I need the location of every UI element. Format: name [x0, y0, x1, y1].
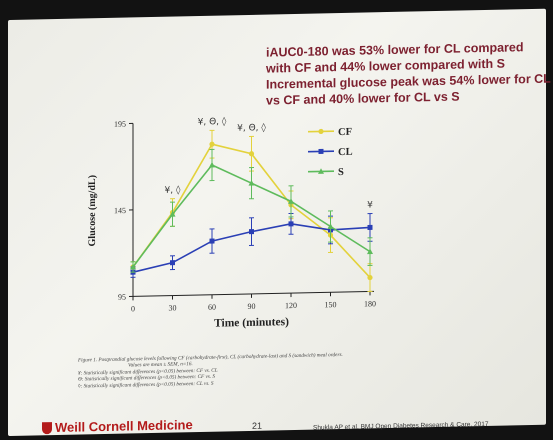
data-point [367, 224, 373, 230]
brand-name: Weill Cornell Medicine [55, 417, 193, 436]
data-point [248, 151, 255, 157]
x-tick-label: 60 [208, 303, 216, 312]
significance-annotation: ¥ [367, 201, 373, 211]
figure-caption: Figure 1. Postprandial glucose levels fo… [78, 351, 398, 390]
legend-label: CL [338, 147, 353, 158]
y-tick-label: 95 [118, 293, 126, 302]
legend-label: S [338, 167, 344, 178]
data-point [249, 229, 254, 235]
data-point [169, 211, 176, 217]
significance-annotation: ¥, Θ, ◊ [198, 116, 227, 128]
data-point [209, 238, 215, 244]
legend-marker [318, 128, 324, 135]
data-point [209, 141, 215, 147]
data-point [367, 248, 373, 255]
x-axis-title: Time (minutes) [214, 316, 289, 330]
data-point [130, 263, 136, 270]
page-number: 21 [252, 420, 263, 431]
glucose-line-chart: 95 145 195 0 30 60 90 120 150 180 Time (minutes) Gl… [87, 116, 376, 330]
legend-marker [318, 168, 324, 174]
significance-annotation: ¥, Θ, ◊ [237, 122, 266, 134]
y-tick-label: 195 [114, 120, 126, 129]
data-point [170, 260, 175, 266]
x-axis-line [133, 290, 374, 297]
legend-marker [318, 148, 324, 154]
x-tick-label: 30 [169, 303, 177, 312]
significance-annotation: ¥, ◊ [165, 184, 181, 195]
x-tick-label: 0 [131, 304, 135, 313]
y-tick-label: 145 [114, 206, 126, 215]
y-axis-title: Glucose (mg/dL) [87, 175, 98, 247]
x-tick-label: 90 [248, 302, 256, 311]
data-point [367, 274, 373, 281]
x-tick-label: 120 [285, 301, 297, 310]
institution-logo: Weill Cornell Medicine [42, 417, 193, 435]
shield-icon [42, 422, 52, 435]
data-point [288, 198, 294, 204]
x-tick-label: 180 [364, 299, 376, 308]
x-tick-label: 150 [325, 300, 337, 309]
presentation-slide: iAUC0-180 was 53% lower for CL compared … [8, 8, 551, 437]
data-point [288, 221, 294, 227]
data-point [327, 223, 334, 229]
data-point [209, 161, 215, 168]
data-point [248, 179, 255, 186]
legend-label: CF [338, 127, 352, 138]
